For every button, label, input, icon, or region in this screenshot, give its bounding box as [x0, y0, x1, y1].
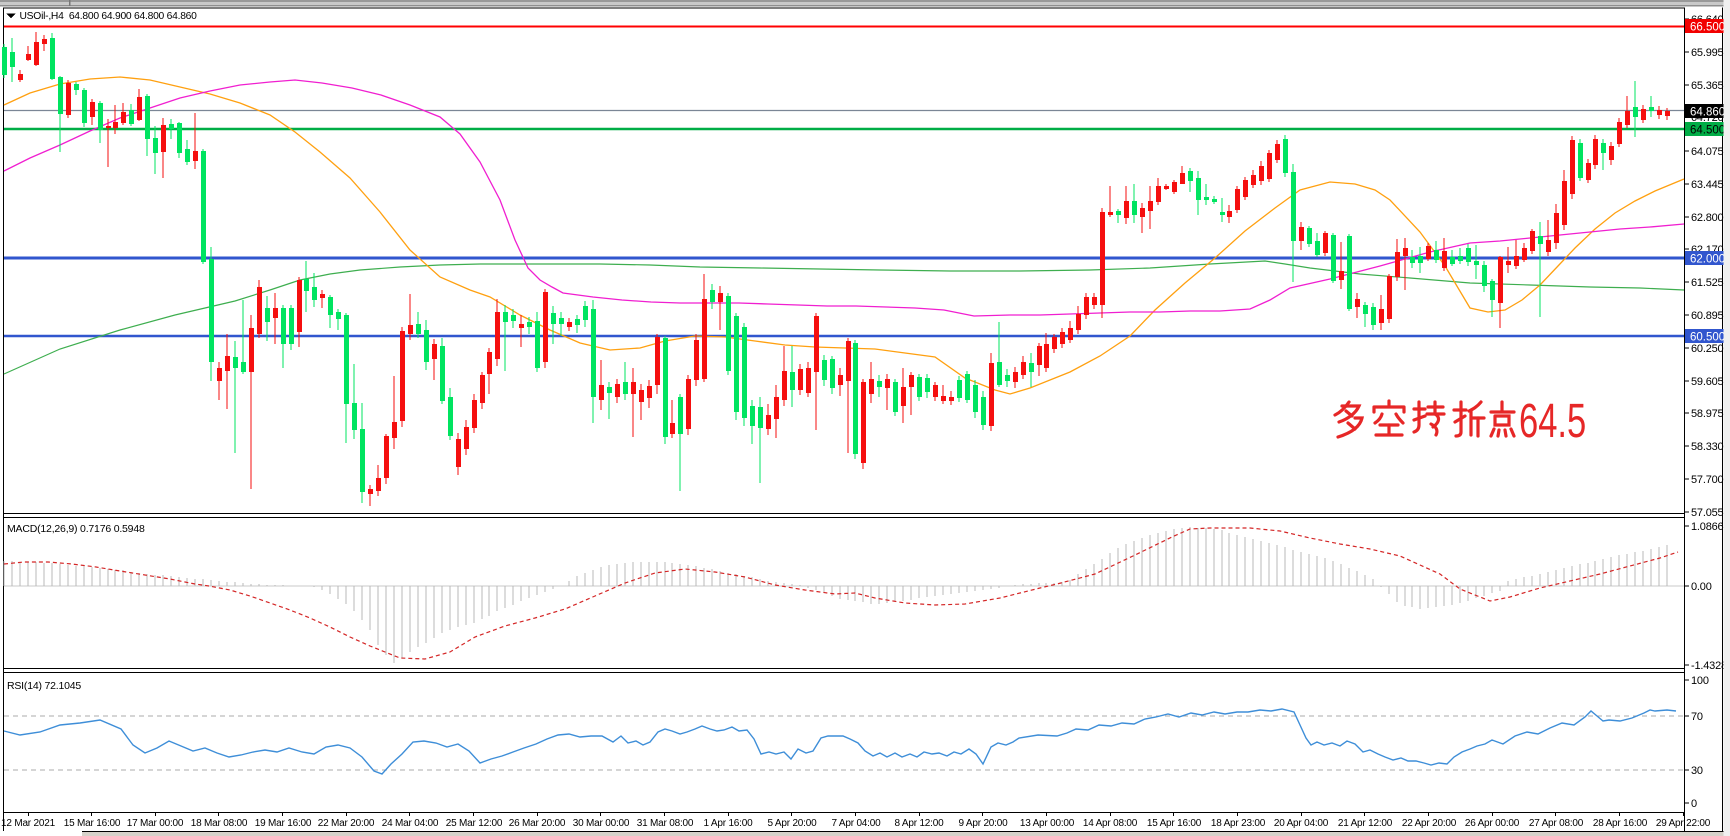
svg-text:18 Apr 23:00: 18 Apr 23:00: [1211, 818, 1266, 829]
svg-text:20 Apr 04:00: 20 Apr 04:00: [1274, 818, 1329, 829]
svg-text:27 Apr 08:00: 27 Apr 08:00: [1529, 818, 1584, 829]
svg-text:62.000: 62.000: [1690, 254, 1725, 266]
svg-text:28 Apr 16:00: 28 Apr 16:00: [1593, 818, 1648, 829]
svg-text:MACD(12,26,9) 0.7176 0.5948: MACD(12,26,9) 0.7176 0.5948: [7, 523, 145, 535]
svg-text:1 Apr 16:00: 1 Apr 16:00: [704, 818, 754, 829]
svg-text:30 Mar 00:00: 30 Mar 00:00: [573, 818, 630, 829]
svg-text:17 Mar 00:00: 17 Mar 00:00: [127, 818, 184, 829]
svg-text:65.365: 65.365: [1691, 80, 1724, 92]
svg-text:1.0866: 1.0866: [1691, 521, 1724, 533]
svg-text:29 Apr 22:00: 29 Apr 22:00: [1656, 818, 1711, 829]
svg-text:USOil-,H4 64.800 64.900 64.80: USOil-,H4 64.800 64.900 64.800 64.860: [20, 11, 198, 22]
svg-text:13 Apr 00:00: 13 Apr 00:00: [1020, 818, 1075, 829]
svg-text:60.250: 60.250: [1691, 343, 1724, 355]
svg-text:7 Apr 04:00: 7 Apr 04:00: [832, 818, 882, 829]
svg-text:9 Apr 20:00: 9 Apr 20:00: [959, 818, 1009, 829]
svg-text:18 Mar 08:00: 18 Mar 08:00: [191, 818, 248, 829]
svg-text:64.860: 64.860: [1690, 107, 1725, 119]
svg-text:21 Apr 12:00: 21 Apr 12:00: [1338, 818, 1393, 829]
svg-text:60.895: 60.895: [1691, 310, 1724, 322]
svg-text:0: 0: [1691, 798, 1697, 810]
svg-text:64.5: 64.5: [1519, 393, 1586, 447]
svg-text:26 Apr 00:00: 26 Apr 00:00: [1465, 818, 1520, 829]
svg-text:64.500: 64.500: [1690, 125, 1725, 137]
svg-text:57.055: 57.055: [1691, 507, 1724, 519]
svg-text:5 Apr 20:00: 5 Apr 20:00: [768, 818, 818, 829]
svg-text:14 Apr 08:00: 14 Apr 08:00: [1083, 818, 1138, 829]
svg-text:19 Mar 16:00: 19 Mar 16:00: [255, 818, 312, 829]
svg-text:66.500: 66.500: [1690, 22, 1725, 34]
svg-text:0.00: 0.00: [1691, 581, 1712, 593]
svg-text:58.975: 58.975: [1691, 408, 1724, 420]
svg-text:31 Mar 08:00: 31 Mar 08:00: [637, 818, 694, 829]
svg-text:8 Apr 12:00: 8 Apr 12:00: [895, 818, 945, 829]
svg-text:100: 100: [1691, 675, 1709, 687]
svg-text:58.330: 58.330: [1691, 441, 1724, 453]
svg-text:62.800: 62.800: [1691, 212, 1724, 224]
svg-text:24 Mar 04:00: 24 Mar 04:00: [382, 818, 439, 829]
svg-text:64.075: 64.075: [1691, 146, 1724, 158]
svg-text:26 Mar 20:00: 26 Mar 20:00: [509, 818, 566, 829]
svg-text:57.700: 57.700: [1691, 474, 1724, 486]
svg-text:22 Mar 20:00: 22 Mar 20:00: [318, 818, 375, 829]
svg-text:70: 70: [1691, 711, 1703, 723]
svg-text:63.445: 63.445: [1691, 179, 1724, 191]
svg-text:15 Mar 16:00: 15 Mar 16:00: [64, 818, 121, 829]
svg-text:22 Apr 20:00: 22 Apr 20:00: [1402, 818, 1457, 829]
svg-text:59.605: 59.605: [1691, 376, 1724, 388]
svg-text:RSI(14) 72.1045: RSI(14) 72.1045: [7, 680, 81, 692]
svg-text:60.500: 60.500: [1690, 332, 1725, 344]
svg-text:12 Mar 2021: 12 Mar 2021: [1, 818, 56, 829]
svg-text:-1.4328: -1.4328: [1691, 660, 1727, 672]
svg-text:25 Mar 12:00: 25 Mar 12:00: [446, 818, 503, 829]
svg-text:15 Apr 16:00: 15 Apr 16:00: [1147, 818, 1202, 829]
svg-text:65.995: 65.995: [1691, 47, 1724, 59]
svg-text:61.525: 61.525: [1691, 277, 1724, 289]
svg-text:30: 30: [1691, 765, 1703, 777]
